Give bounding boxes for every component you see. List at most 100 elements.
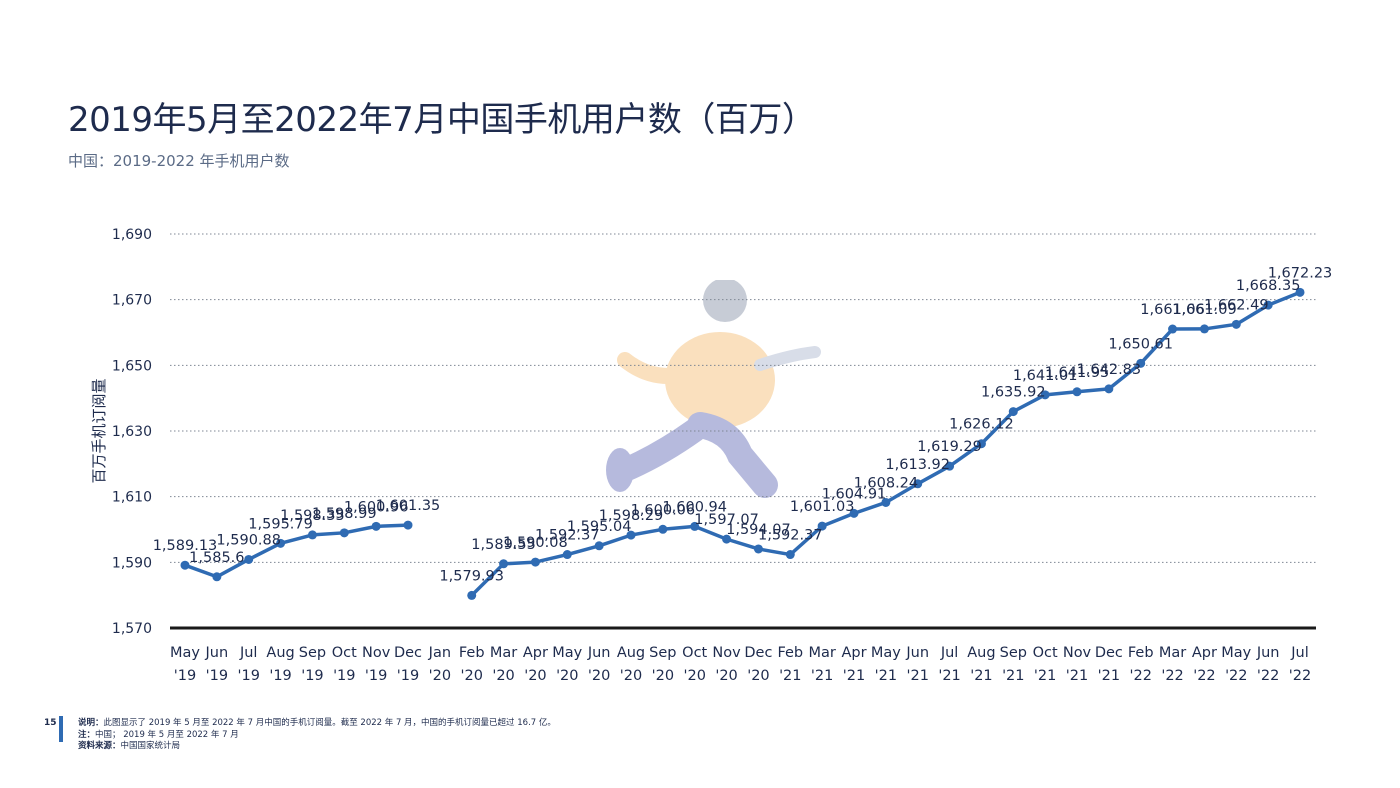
data-point [1008,407,1018,417]
x-tick-label-year: '22 [1225,668,1247,684]
x-tick-label-year: '20 [492,668,514,684]
data-point [785,550,795,560]
x-tick-label: Apr [841,645,866,661]
x-tick-label: Oct [332,645,357,661]
data-point [626,530,636,540]
data-point [1040,390,1050,400]
x-tick-label: Apr [1192,645,1217,661]
data-label: 1,600.94 [662,499,727,515]
data-label: 1,641.95 [1045,365,1110,381]
x-tick-label: Sep [299,645,326,661]
data-label: 1,626.12 [949,417,1014,433]
data-point [499,559,509,569]
x-tick-label: Feb [777,645,803,661]
data-point [180,560,190,570]
x-tick-label-year: '22 [1257,668,1279,684]
x-tick-label: Sep [649,645,676,661]
x-tick-label: Aug [967,645,995,661]
data-point [212,572,222,582]
x-tick-label: Nov [1063,645,1092,661]
x-tick-label: Apr [523,645,548,661]
data-label: 1,595.79 [248,516,313,532]
grid-lines [170,233,1316,630]
data-point [881,497,891,507]
x-tick-label: Nov [712,645,741,661]
x-tick-label: May [170,645,200,661]
data-point [403,520,413,530]
data-label: 1,579.93 [439,568,504,584]
x-tick-label-year: '20 [524,668,546,684]
x-tick-label-year: '21 [970,668,992,684]
x-tick-label: Aug [266,645,294,661]
x-tick-label-year: '19 [269,668,291,684]
x-tick-label-year: '22 [1193,668,1215,684]
x-axis-ticks: May '19 Jun '19 Jul '19 Aug '19 Sep '19 Oct '19 Nov '… [170,645,1311,684]
x-tick-label-year: '21 [843,668,865,684]
data-label: 1,595.04 [567,519,632,535]
y-tick-label: 1,570 [112,621,152,637]
data-label: 1,598.99 [312,506,377,522]
x-tick-label-year: '21 [1098,668,1120,684]
x-tick-label-year: '21 [906,668,928,684]
y-tick-label: 1,690 [112,227,152,243]
x-tick-label-year: '20 [588,668,610,684]
x-tick-label-year: '20 [620,668,642,684]
x-tick-label: May [871,645,901,661]
x-tick-label: Jan [428,645,451,661]
data-point [276,538,286,548]
x-tick-label: Jun [905,645,929,661]
x-tick-label: Jul [940,645,959,661]
data-label: 1,672.23 [1268,265,1333,281]
data-point [913,479,923,489]
y-tick-label: 1,630 [112,424,152,440]
x-tick-label: Dec [394,645,422,661]
x-tick-label-year: '19 [365,668,387,684]
page-number: 15 [44,718,57,728]
y-tick-label: 1,610 [112,490,152,506]
series-line-segment [470,290,1301,597]
footnotes: 说明：此图显示了 2019 年 5 月至 2022 年 7 月中国的手机订阅量。… [78,718,556,753]
x-tick-label-year: '20 [747,668,769,684]
x-tick-label: Mar [490,645,517,661]
x-tick-label-year: '21 [1066,668,1088,684]
data-label: 1,642.83 [1077,362,1142,378]
data-label: 1,592.37 [535,528,600,544]
data-point [307,530,317,540]
x-tick-label: Nov [362,645,391,661]
data-label: 1,635.92 [981,385,1046,401]
data-point [530,557,540,567]
x-tick-label-year: '19 [237,668,259,684]
x-tick-label: Feb [1128,645,1154,661]
x-tick-label-year: '20 [652,668,674,684]
page-title: 2019年5月至2022年7月中国手机用户数（百万） [68,100,816,140]
data-point [1295,287,1305,297]
data-point [849,508,859,518]
data-label: 1,592.37 [758,528,823,544]
figure-torso [665,332,775,428]
data-label: 1,601.35 [376,498,441,514]
data-point [594,541,604,551]
data-label: 1,598.29 [599,508,664,524]
x-tick-label: Oct [1033,645,1058,661]
x-tick-label-year: '22 [1289,668,1311,684]
data-point [1199,324,1209,334]
x-tick-label: Oct [682,645,707,661]
y-tick-label: 1,670 [112,293,152,309]
data-label: 1,650.61 [1108,336,1173,352]
data-label: 1,604.91 [822,486,887,502]
x-tick-label-year: '20 [460,668,482,684]
x-tick-label-year: '21 [779,668,801,684]
series-line-segment [184,523,409,579]
y-tick-label: 1,650 [112,358,152,374]
data-point [371,521,381,531]
x-tick-label-year: '21 [1002,668,1024,684]
x-tick-label-year: '20 [715,668,737,684]
page-accent-bar [59,716,63,742]
page-subtitle: 中国：2019-2022 年手机用户数 [68,152,290,170]
x-tick-label-year: '21 [811,668,833,684]
data-label: 1,590.88 [216,532,281,548]
data-label: 1,641.01 [1013,368,1078,384]
series-points [180,287,1305,600]
x-tick-label: Jul [239,645,258,661]
